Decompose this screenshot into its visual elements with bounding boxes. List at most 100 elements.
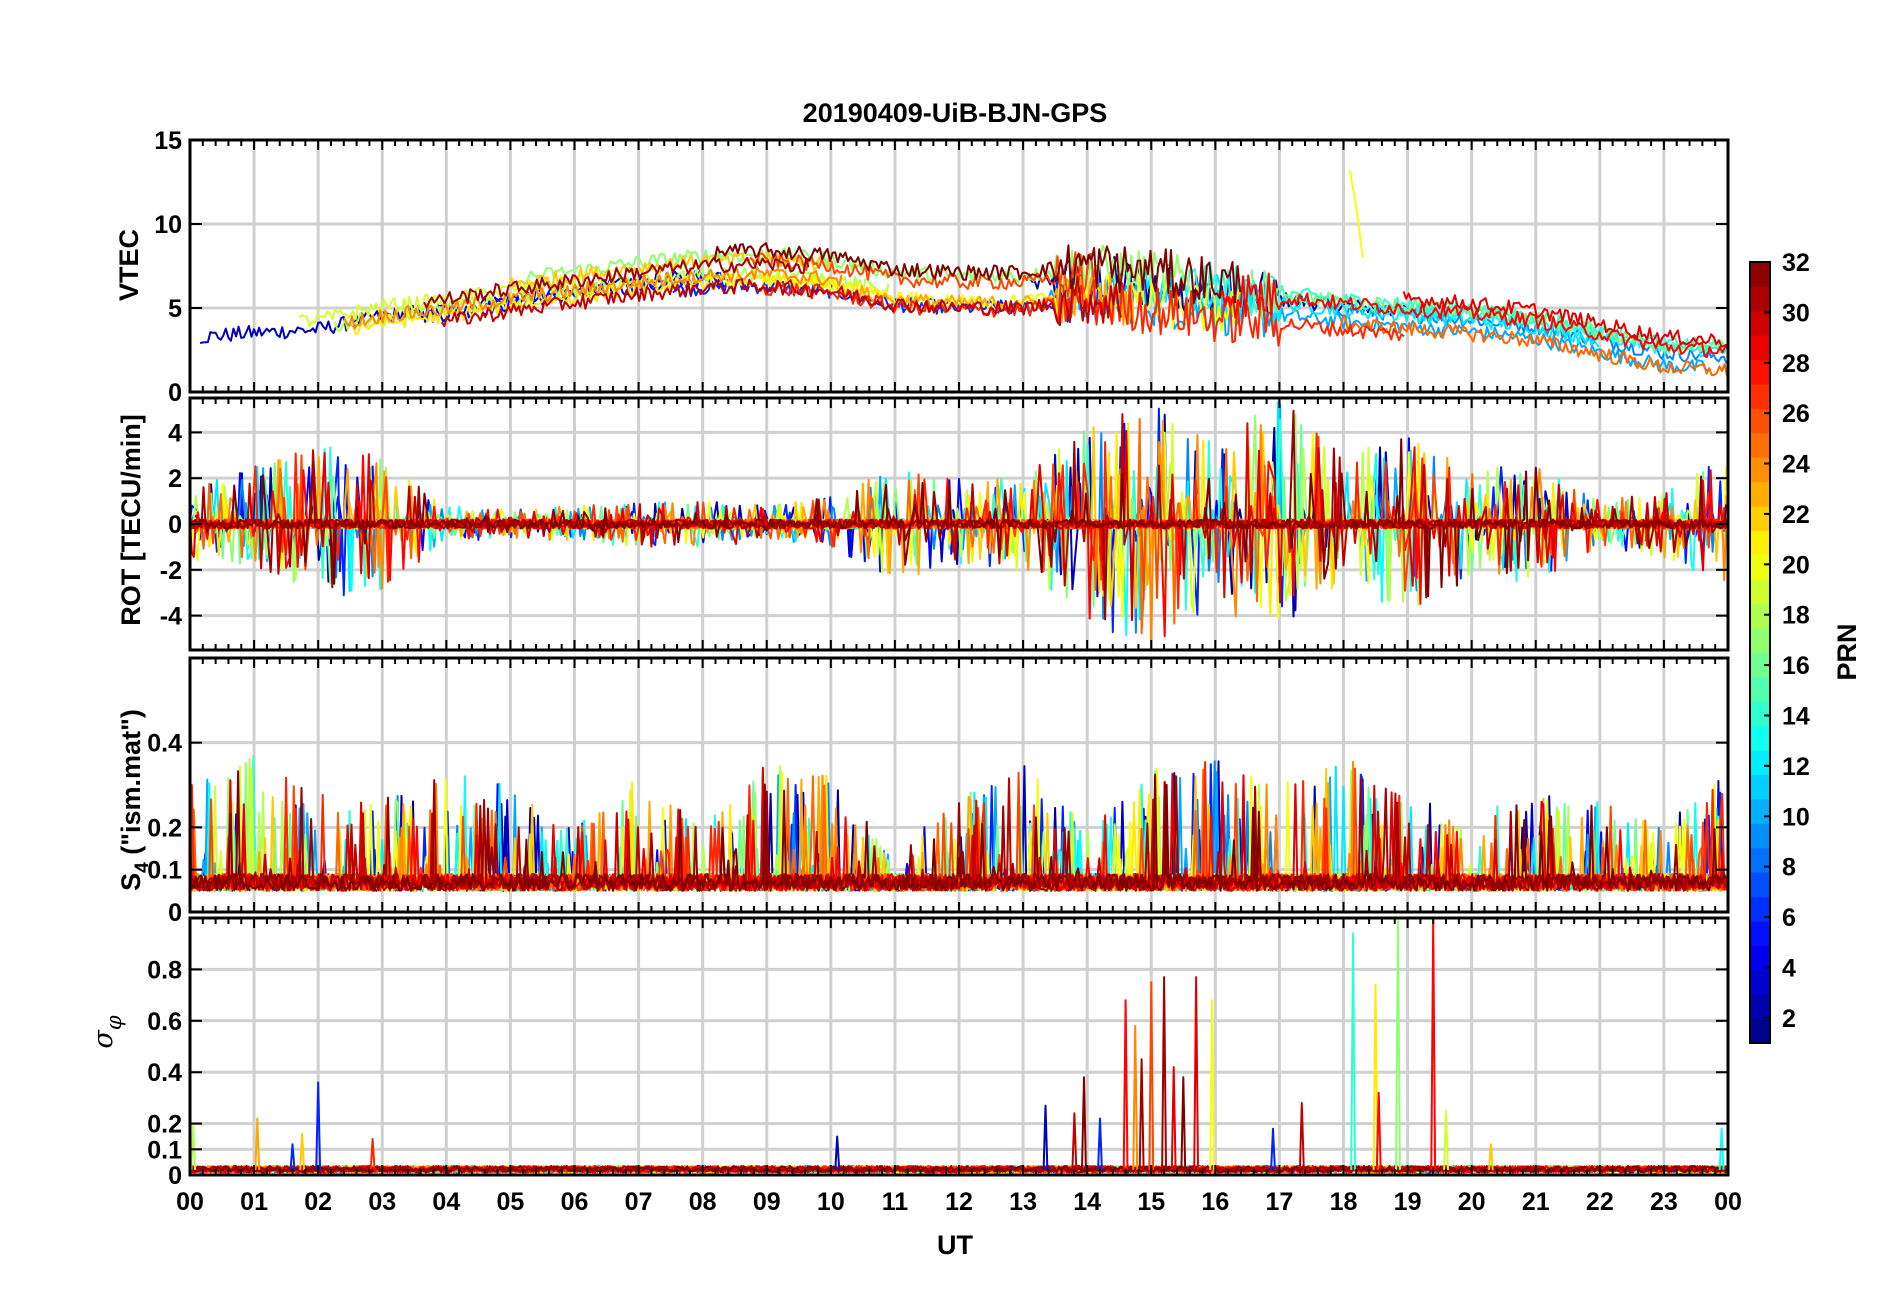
colorbar-tick-label: 20	[1782, 551, 1810, 579]
sigma-phi-spike	[190, 1125, 197, 1170]
sigma-phi-spike	[1193, 976, 1199, 1170]
x-tick-label: 22	[1586, 1188, 1614, 1216]
sigma-phi-spike	[1350, 932, 1356, 1170]
vtec-trace	[1402, 291, 1728, 348]
colorbar-swatch	[1750, 1018, 1770, 1044]
colorbar-swatch	[1750, 335, 1770, 361]
colorbar-swatch	[1750, 579, 1770, 605]
colorbar-swatch	[1750, 969, 1770, 995]
sigma-phi-spike	[1372, 983, 1379, 1170]
colorbar-swatch	[1750, 701, 1770, 727]
sigma-phi-spike	[1122, 999, 1129, 1170]
colorbar-swatch	[1750, 554, 1770, 580]
colorbar-tick-label: 2	[1782, 1005, 1796, 1033]
sigma-phi-spike	[1081, 1076, 1087, 1170]
sigma-phi-y-label: σφ	[88, 1015, 126, 1048]
s4-panel: 0 0.1 0.2 0.4	[147, 656, 1730, 927]
colorbar-label: PRN	[1832, 623, 1862, 680]
x-tick-label: 16	[1201, 1188, 1229, 1216]
x-tick-label: 03	[368, 1188, 396, 1216]
prn-traces	[190, 755, 1728, 892]
sigma-phi-spike	[1138, 1058, 1145, 1170]
x-tick-label: 17	[1266, 1188, 1294, 1216]
x-tick-label: 14	[1073, 1188, 1101, 1216]
x-tick-label: 11	[882, 1188, 909, 1216]
y-tick-label: 10	[154, 211, 182, 239]
colorbar-frame	[1749, 261, 1771, 1044]
x-tick-label: 13	[1009, 1188, 1037, 1216]
colorbar-tick-label: 14	[1782, 702, 1810, 730]
prn-traces	[190, 401, 1728, 650]
sigma-phi-spike	[1298, 1102, 1305, 1170]
y-tick-label: 0	[168, 379, 182, 407]
y-tick-label: 0.1	[147, 857, 182, 885]
sigma-phi-spike	[1132, 1024, 1139, 1170]
vtec-trace	[752, 278, 1405, 347]
x-tick-label: 02	[304, 1188, 332, 1216]
vtec-trace	[423, 256, 810, 309]
vtec-y-label: VTEC	[114, 229, 144, 301]
x-tick-label: 12	[945, 1188, 973, 1216]
vtec-trace	[1219, 272, 1728, 358]
x-tick-label: 00	[176, 1188, 204, 1216]
sigma-phi-spike	[1042, 1104, 1049, 1170]
y-tick-label: 0.1	[147, 1136, 182, 1164]
colorbar-swatch	[1750, 310, 1770, 336]
colorbar-swatch	[1750, 408, 1770, 434]
colorbar-tick-label: 8	[1782, 854, 1796, 882]
colorbar-tick-label: 6	[1782, 904, 1796, 932]
colorbar-swatch	[1750, 920, 1770, 946]
sigma-phi-spike	[1161, 976, 1167, 1170]
colorbar-tick-label: 24	[1782, 451, 1810, 479]
colorbar-tick-label: 28	[1782, 350, 1810, 378]
sigma-phi-spike	[834, 1135, 841, 1170]
colorbar-tick-label: 26	[1782, 400, 1810, 428]
colorbar-tick-label: 12	[1782, 753, 1810, 781]
sigma-phi-spike	[1270, 1127, 1276, 1170]
colorbar-swatch	[1750, 457, 1770, 483]
colorbar-swatch	[1750, 628, 1770, 653]
sigma-phi-spike	[1395, 919, 1401, 1170]
y-tick-label: 4	[168, 419, 182, 447]
sigma-phi-spike	[1071, 1112, 1078, 1170]
colorbar-tick-label: 4	[1782, 954, 1796, 982]
colorbar-swatch	[1750, 798, 1770, 824]
colorbar-swatch	[1750, 945, 1770, 971]
x-axis-label: UT	[937, 1230, 973, 1260]
y-tick-label: 0	[168, 1162, 182, 1190]
sigma-phi-spike	[289, 1143, 296, 1170]
colorbar-swatch	[1750, 432, 1770, 458]
y-tick-label: 0.8	[147, 956, 182, 984]
x-tick-label: 01	[240, 1188, 268, 1216]
sigma-phi-spike	[1488, 1143, 1494, 1170]
rot-trace	[192, 438, 1728, 598]
x-tick-label: 15	[1137, 1188, 1165, 1216]
sigma-phi-spike	[299, 1132, 306, 1170]
colorbar-swatch	[1750, 286, 1770, 312]
y-tick-label: 2	[168, 465, 182, 493]
vtec-peak-trace	[1348, 170, 1364, 258]
x-tick-label: 19	[1394, 1188, 1422, 1216]
vtec-trace	[1339, 315, 1728, 377]
figure-title: 20190409-UiB-BJN-GPS	[803, 98, 1108, 128]
y-tick-label: 0.6	[147, 1008, 182, 1036]
x-tick-label: 18	[1330, 1188, 1358, 1216]
colorbar-tick-label: 16	[1782, 652, 1810, 680]
colorbar-swatch	[1750, 872, 1770, 898]
y-tick-label: 0	[168, 899, 182, 927]
vtec-panel: 0 5 10 15	[154, 127, 1730, 407]
colorbar-tick-label: 18	[1782, 602, 1810, 630]
rot-panel: -4 -2 0 2 4	[160, 396, 1730, 652]
x-tick-label: 06	[561, 1188, 589, 1216]
y-tick-label: -2	[160, 557, 182, 585]
colorbar-swatch	[1750, 603, 1770, 629]
rot-y-label: ROT [TECU/min]	[116, 414, 146, 625]
sigma-phi-spike	[1180, 1076, 1187, 1170]
x-tick-label: 08	[689, 1188, 717, 1216]
colorbar-swatch	[1750, 676, 1770, 702]
y-tick-label: 0.4	[147, 1059, 182, 1087]
colorbar-tick-label: 30	[1782, 299, 1810, 327]
x-tick-label: 05	[497, 1188, 525, 1216]
colorbar-swatch	[1750, 750, 1770, 776]
